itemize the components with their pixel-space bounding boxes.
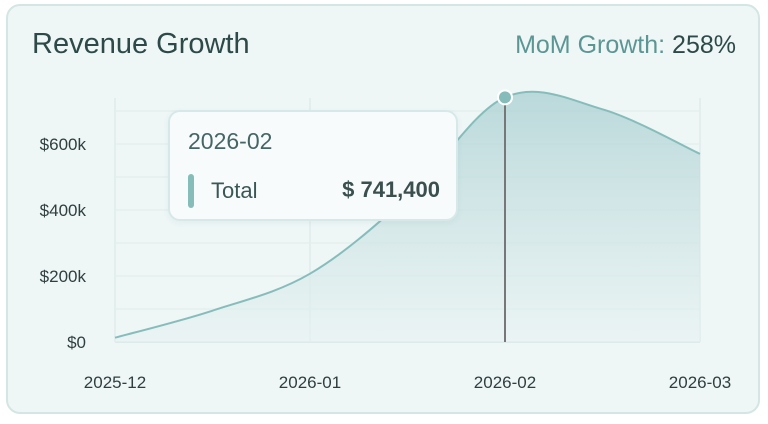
- y-axis: $0 $200k $400k $600k: [40, 135, 87, 352]
- y-tick-label: $400k: [40, 201, 87, 220]
- tooltip-series-swatch: [188, 174, 194, 208]
- y-tick-label: $200k: [40, 267, 87, 286]
- mom-growth-label: MoM Growth:: [515, 31, 666, 59]
- tooltip-value: $ 741,400: [342, 177, 440, 202]
- tooltip-date: 2026-02: [188, 128, 273, 154]
- y-tick-label: $0: [67, 333, 86, 352]
- x-axis: 2025-12 2026-01 2026-02 2026-03: [84, 373, 731, 392]
- chart-tooltip: 2026-02 Total $ 741,400: [168, 110, 458, 221]
- mom-growth-value: 258%: [672, 31, 736, 59]
- y-tick-label: $600k: [40, 135, 87, 154]
- x-tick-label: 2026-03: [669, 373, 731, 392]
- x-tick-label: 2026-02: [474, 373, 536, 392]
- mom-growth-indicator: MoM Growth: 258%: [515, 31, 736, 60]
- tooltip-series-label: Total: [211, 178, 258, 203]
- x-tick-label: 2025-12: [84, 373, 146, 392]
- hover-point-marker: [497, 89, 513, 106]
- card-title: Revenue Growth: [32, 28, 250, 60]
- x-tick-label: 2026-01: [279, 373, 341, 392]
